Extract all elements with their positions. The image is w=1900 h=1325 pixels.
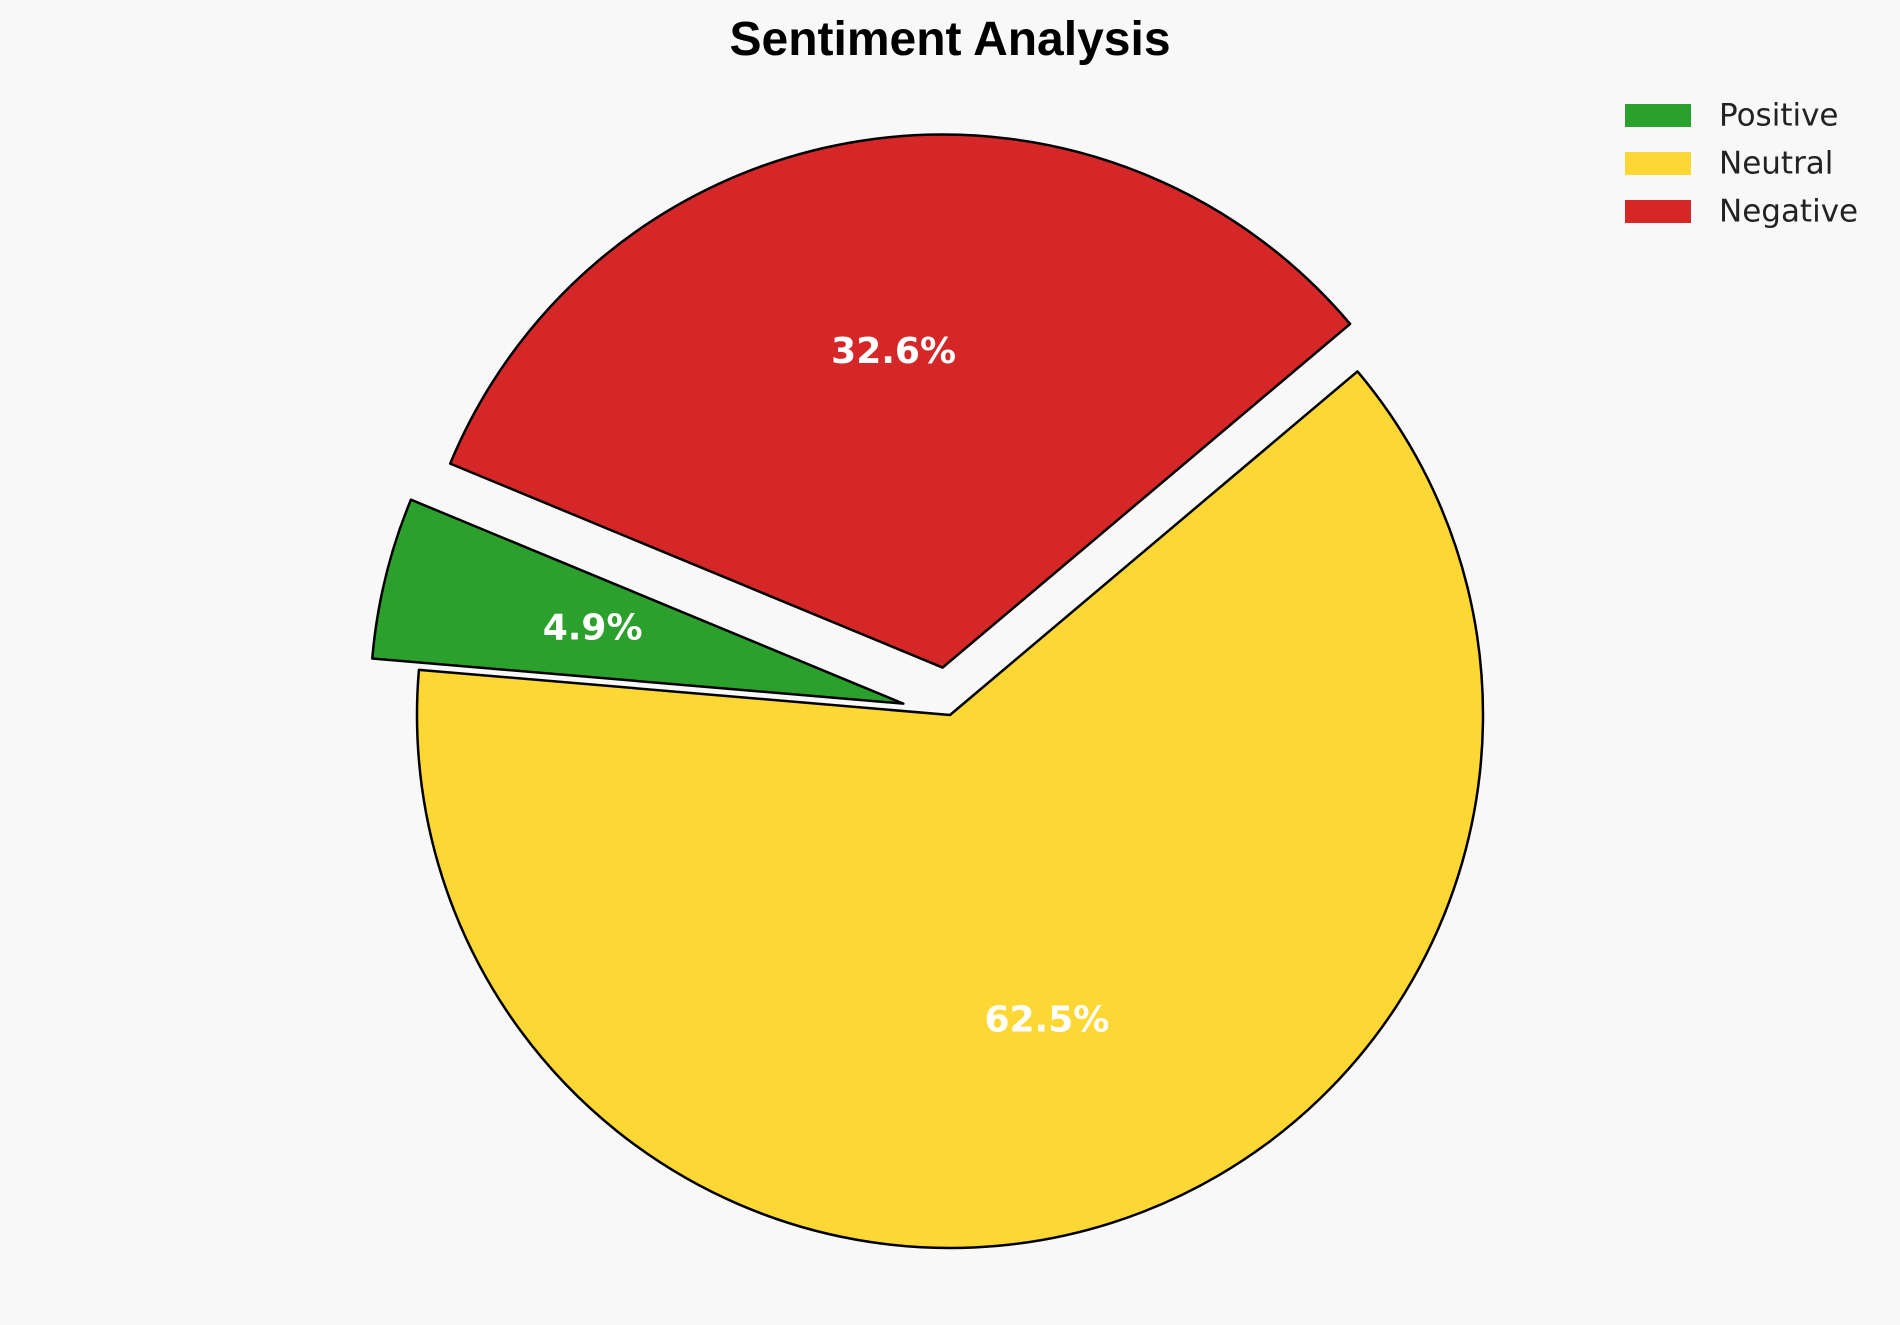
legend-swatch-negative (1625, 200, 1691, 223)
pie-slices (371, 133, 1485, 1250)
legend-item-negative: Negative (1625, 194, 1858, 230)
legend-item-positive: Positive (1625, 98, 1839, 134)
legend-label-positive: Positive (1719, 98, 1839, 134)
pie-slice-positive (371, 498, 905, 705)
legend-swatch-positive (1625, 104, 1691, 127)
slice-label-neutral: 62.5% (984, 999, 1109, 1040)
legend-label-neutral: Neutral (1719, 146, 1833, 182)
pie-slice-negative (448, 133, 1352, 669)
legend-label-negative: Negative (1719, 194, 1858, 230)
chart-legend: Positive Neutral Negative (1625, 98, 1858, 230)
legend-swatch-neutral (1625, 152, 1691, 175)
pie-slice-labels: 4.9% 62.5% 32.6% (543, 331, 1110, 1040)
pie-slice-neutral (415, 370, 1485, 1250)
legend-item-neutral: Neutral (1625, 146, 1833, 182)
chart-title: Sentiment Analysis (729, 13, 1170, 66)
slice-label-positive: 4.9% (543, 608, 643, 649)
slice-label-negative: 32.6% (831, 331, 956, 372)
